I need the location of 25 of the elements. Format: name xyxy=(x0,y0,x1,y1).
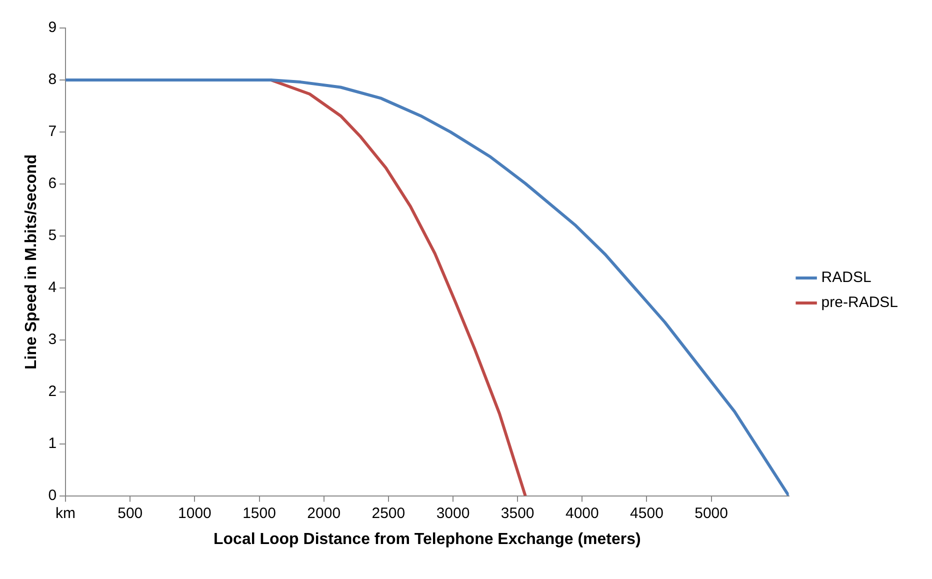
x-tick-label: 1000 xyxy=(178,504,212,522)
legend-label: RADSL xyxy=(821,269,872,286)
y-tick-label: 5 xyxy=(48,227,57,244)
x-tick-label: 3000 xyxy=(436,504,470,522)
x-tick-label: 5000 xyxy=(694,504,728,522)
x-tick-label: 2000 xyxy=(307,504,341,522)
x-tick-label: 500 xyxy=(118,504,143,522)
x-tick-label: 1500 xyxy=(242,504,276,522)
y-tick-label: 1 xyxy=(48,434,57,452)
y-tick-label: 6 xyxy=(48,175,57,192)
y-axis-title: Line Speed in M.bits/second xyxy=(23,154,40,370)
y-tick-label: 9 xyxy=(48,19,57,36)
y-tick-label: 3 xyxy=(48,331,57,348)
x-tick-label: km xyxy=(56,504,76,522)
y-tick-label: 2 xyxy=(48,382,57,400)
y-tick-label: 4 xyxy=(48,279,57,296)
x-tick-label: 3500 xyxy=(500,504,534,522)
x-axis-title: Local Loop Distance from Telephone Exchange (meters) xyxy=(214,530,641,548)
x-tick-label: 4000 xyxy=(565,504,599,522)
y-tick-label: 8 xyxy=(48,71,57,88)
y-tick-label: 7 xyxy=(48,123,57,140)
y-tick-label: 0 xyxy=(48,486,57,504)
x-tick-label: 2500 xyxy=(372,504,406,522)
legend-label: pre-RADSL xyxy=(821,294,898,312)
x-tick-label: 4500 xyxy=(630,504,664,522)
